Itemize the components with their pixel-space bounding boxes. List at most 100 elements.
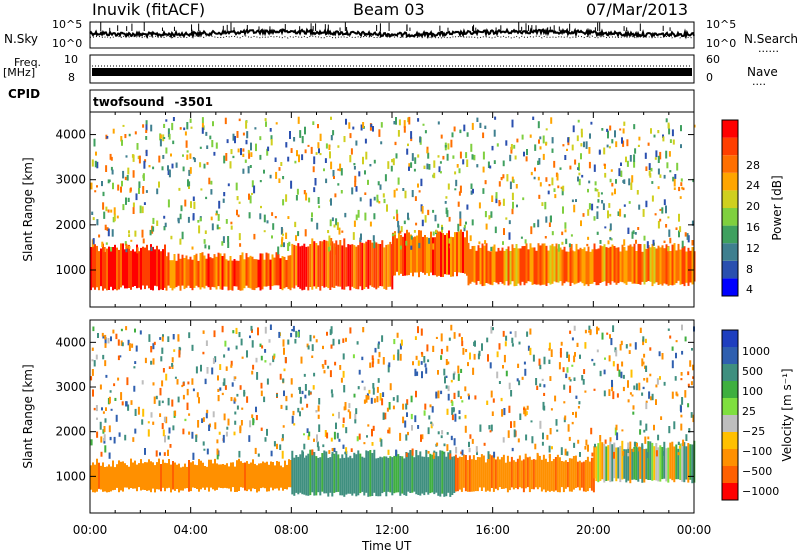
velocity-echo: [139, 330, 142, 335]
power-cell: [229, 256, 232, 290]
power-echo: [445, 196, 448, 199]
power-cell: [404, 233, 406, 276]
velocity-cell: [431, 454, 434, 493]
power-echo: [615, 141, 618, 148]
date-title: 07/Mar/2013: [586, 0, 689, 19]
power-echo: [415, 222, 418, 226]
power-echo: [362, 156, 364, 165]
velocity-echo: [104, 360, 107, 367]
power-echo: [422, 123, 425, 126]
power-cell: [355, 246, 358, 290]
velocity-echo: [548, 445, 551, 453]
velocity-echo: [673, 421, 676, 430]
power-echo: [310, 146, 313, 154]
power-echo: [423, 165, 426, 169]
velocity-echo: [117, 339, 120, 346]
velocity-echo: [169, 444, 172, 448]
power-echo: [130, 239, 133, 242]
power-echo: [395, 209, 398, 214]
power-echo: [192, 196, 195, 201]
velocity-echo: [446, 345, 449, 352]
freq-strip-frame: [89, 54, 695, 84]
velocity-echo: [508, 382, 511, 390]
velocity-echo: [692, 376, 695, 379]
power-cell: [175, 260, 178, 288]
power-cell: [235, 260, 238, 287]
velocity-echo: [488, 425, 491, 430]
power-echo: [337, 168, 340, 171]
power-echo: [541, 202, 544, 206]
velocity-echo: [597, 327, 600, 331]
velocity-echo: [687, 371, 690, 376]
velocity-cell: [363, 457, 366, 496]
power-echo: [290, 180, 293, 189]
velocity-echo: [531, 436, 534, 444]
power-echo: [249, 195, 252, 204]
power-echo: [338, 227, 341, 235]
nave-tick-bottom: 0: [706, 71, 713, 84]
y-tick-label: 4000: [55, 335, 86, 349]
power-cell: [130, 250, 132, 290]
velocity-echo: [117, 377, 120, 381]
velocity-echo: [363, 399, 366, 404]
velocity-echo: [345, 447, 348, 454]
power-echo: [386, 204, 388, 212]
velocity-echo: [181, 384, 184, 388]
power-echo: [676, 162, 679, 171]
power-cell: [281, 256, 284, 291]
power-echo: [557, 185, 560, 189]
velocity-echo: [440, 390, 443, 395]
power-echo: [129, 187, 132, 192]
power-echo: [470, 143, 473, 152]
velocity-cell: [150, 461, 152, 493]
velocity-echo: [188, 413, 191, 416]
power-echo: [433, 160, 436, 168]
velocity-tick-neg100: −100: [742, 445, 773, 458]
velocity-echo: [689, 360, 692, 367]
power-echo: [439, 171, 442, 174]
velocity-echo: [660, 416, 663, 420]
power-echo: [247, 149, 250, 154]
velocity-echo: [396, 395, 399, 403]
velocity-echo: [420, 434, 422, 442]
velocity-echo: [387, 364, 390, 373]
velocity-cell: [252, 459, 254, 489]
velocity-cell: [468, 455, 471, 492]
power-cell: [329, 241, 332, 290]
velocity-cell: [202, 462, 204, 488]
power-echo: [657, 186, 660, 190]
power-cell: [277, 254, 280, 286]
velocity-echo: [621, 361, 624, 367]
velocity-echo: [217, 388, 220, 392]
velocity-echo: [649, 347, 652, 351]
power-cell: [597, 248, 600, 286]
power-echo: [649, 173, 652, 178]
velocity-cell: [198, 459, 200, 492]
velocity-echo: [478, 350, 481, 357]
power-cell: [396, 238, 398, 272]
power-echo: [432, 209, 435, 213]
velocity-echo: [426, 344, 429, 352]
power-echo: [352, 126, 355, 130]
power-cell: [201, 252, 204, 288]
power-echo: [680, 182, 683, 186]
velocity-echo: [454, 413, 457, 422]
power-cell: [167, 252, 170, 286]
velocity-echo: [155, 450, 158, 457]
velocity-cell: [691, 444, 694, 484]
power-cell: [169, 260, 172, 288]
velocity-echo: [316, 441, 319, 448]
power-echo: [225, 153, 228, 161]
velocity-echo: [168, 366, 171, 369]
power-echo: [208, 245, 211, 250]
power-echo: [364, 212, 367, 221]
power-cell: [160, 251, 162, 290]
power-echo: [201, 127, 204, 134]
power-cell: [432, 237, 434, 276]
power-echo: [337, 183, 340, 186]
power-colorbar-segment: [722, 137, 738, 156]
power-colorbar-segment: [722, 278, 738, 296]
power-echo: [590, 121, 593, 125]
velocity-cell: [538, 455, 541, 488]
power-echo: [354, 180, 357, 187]
